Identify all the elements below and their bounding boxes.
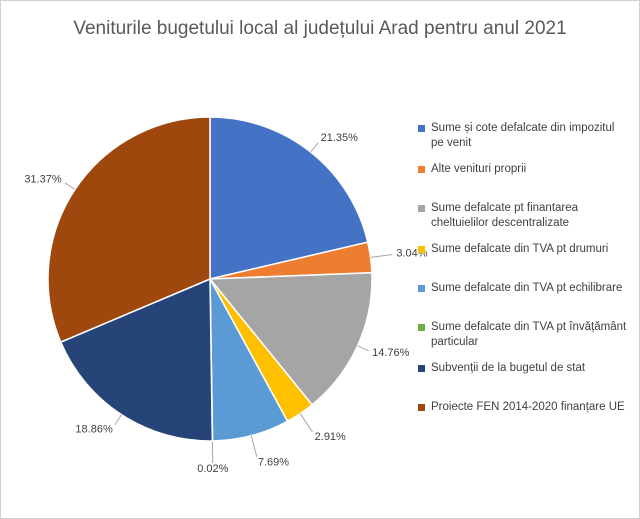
- leader-line: [310, 142, 319, 153]
- data-label: 7.69%: [258, 457, 289, 469]
- pie-slice: [47, 116, 211, 344]
- legend-item: Sume defalcate din TVA pt învățământ par…: [418, 320, 628, 350]
- data-label: 2.91%: [315, 431, 346, 443]
- leader-line: [114, 414, 122, 426]
- legend-label: Proiecte FEN 2014-2020 finanțare UE: [431, 401, 625, 413]
- legend-swatch: [418, 205, 425, 212]
- leader-line: [357, 345, 369, 352]
- data-label: 0.02%: [197, 463, 228, 475]
- legend-swatch: [418, 125, 425, 132]
- legend-label: Sume defalcate din TVA pt învățământ par…: [431, 321, 627, 348]
- legend-swatch: [418, 285, 425, 292]
- legend-item: Sume defalcate pt finantarea cheltuielil…: [418, 201, 628, 231]
- data-label: 3.04%: [396, 248, 427, 260]
- legend-label: Subvenții de la bugetul de stat: [431, 362, 586, 374]
- legend-swatch: [418, 324, 425, 331]
- data-label: 18.86%: [75, 424, 113, 436]
- legend-label: Alte venituri proprii: [431, 163, 527, 175]
- leader-line: [299, 413, 313, 433]
- leader-line: [64, 182, 76, 190]
- legend: Sume și cote defalcate din impozitul pe …: [418, 121, 628, 439]
- chart-title: Veniturile bugetului local al județului …: [73, 18, 566, 39]
- legend-item: Alte venituri proprii: [418, 162, 628, 190]
- legend-swatch: [418, 166, 425, 173]
- data-label: 21.35%: [321, 132, 359, 144]
- data-label: 31.37%: [24, 173, 62, 185]
- legend-swatch: [418, 404, 425, 411]
- data-label: 14.76%: [372, 347, 410, 359]
- leader-line: [370, 253, 393, 258]
- pie-slice: [209, 116, 369, 280]
- legend-item: Sume și cote defalcate din impozitul pe …: [418, 121, 628, 151]
- legend-item: Sume defalcate din TVA pt echilibrare: [418, 281, 628, 309]
- legend-label: Sume și cote defalcate din impozitul pe …: [431, 122, 615, 149]
- pie-slice: [208, 272, 373, 406]
- pie-slice: [59, 277, 214, 442]
- legend-item: Proiecte FEN 2014-2020 finanțare UE: [418, 400, 628, 428]
- legend-swatch: [418, 365, 425, 372]
- legend-label: Sume defalcate din TVA pt echilibrare: [431, 282, 623, 294]
- legend-item: Subvenții de la bugetul de stat: [418, 361, 628, 389]
- legend-label: Sume defalcate pt finantarea cheltuielil…: [431, 202, 579, 229]
- legend-item: Sume defalcate din TVA pt drumuri: [418, 242, 628, 270]
- legend-swatch: [418, 246, 425, 253]
- legend-label: Sume defalcate din TVA pt drumuri: [431, 243, 609, 255]
- leader-line: [250, 435, 258, 458]
